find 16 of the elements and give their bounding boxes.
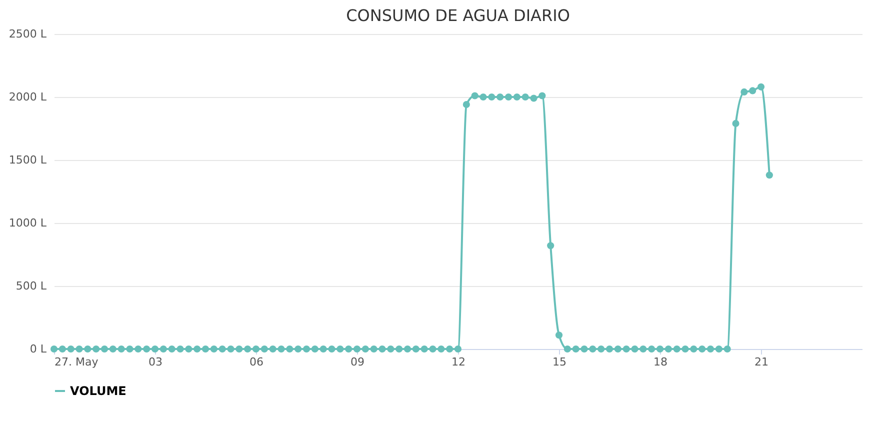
- x-tick-label: 21: [754, 356, 768, 368]
- y-tick-label: 2000 L: [8, 90, 48, 104]
- y-tick-label: 500 L: [16, 280, 48, 292]
- y-tick-label: 2500 L: [8, 28, 48, 40]
- x-tick-label: 03: [148, 356, 162, 368]
- x-tick-label: 15: [552, 356, 566, 368]
- y-tick-label: 1500 L: [8, 154, 48, 166]
- legend-label: VOLUME: [70, 384, 126, 398]
- x-tick-label: 27. May: [54, 356, 99, 368]
- x-tick-label: 06: [250, 356, 264, 368]
- x-tick-label: 12: [452, 356, 466, 368]
- y-tick-label: 1000 L: [8, 216, 48, 230]
- chart-title: CONSUMO DE AGUA DIARIO: [346, 6, 570, 25]
- x-tick-label: 09: [350, 356, 364, 368]
- y-tick-label: 0 L: [30, 342, 48, 356]
- x-tick-label: 18: [654, 356, 668, 368]
